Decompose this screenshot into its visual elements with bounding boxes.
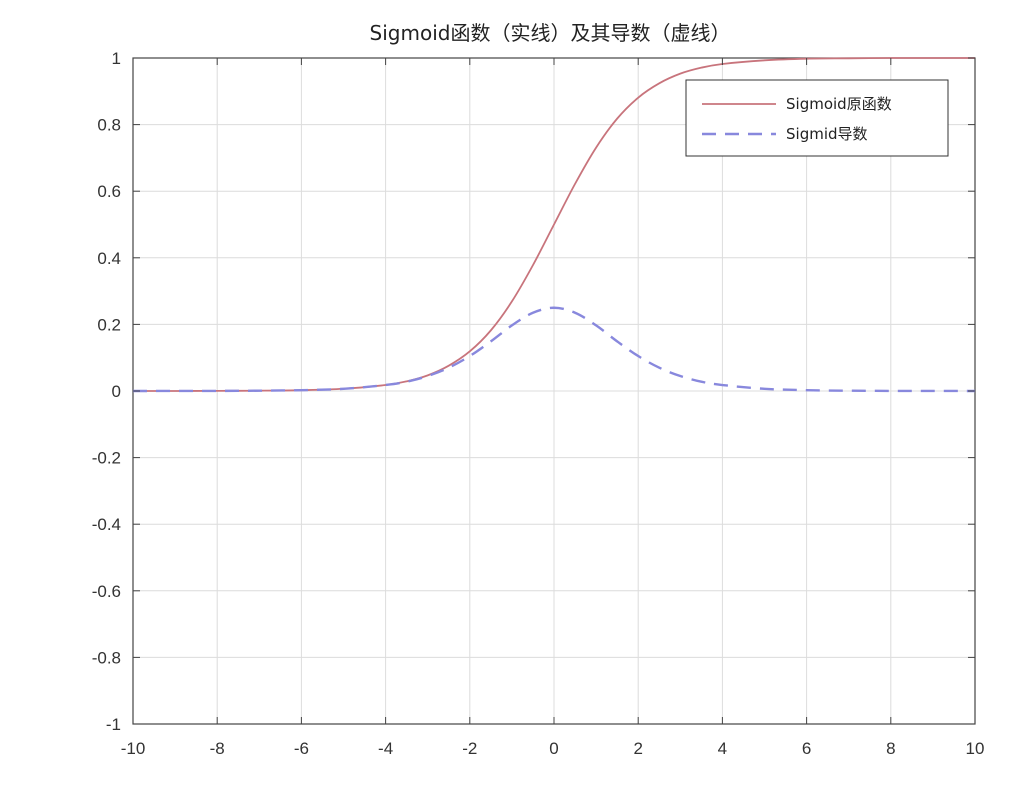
x-tick-label: -6 — [294, 739, 309, 758]
series-line-sigmoid — [132, 57, 975, 392]
legend: Sigmoid原函数 Sigmid导数 — [685, 79, 949, 157]
x-tick-label: -8 — [210, 739, 225, 758]
series-group — [132, 57, 976, 393]
x-tick-label: -10 — [121, 739, 146, 758]
tick-labels: -10 -8 -6 -4 -2 0 2 4 6 8 10 -1 -0.8 -0.6 -0.4 -0.2 0 0.2… — [92, 49, 985, 758]
x-tick-label: 2 — [633, 739, 642, 758]
y-tick-label: 0.4 — [97, 249, 121, 268]
series-line-derivative — [132, 306, 976, 393]
y-tick-label: 0.6 — [97, 182, 121, 201]
x-tick-label: -2 — [462, 739, 477, 758]
y-tick-label: -1 — [106, 715, 121, 734]
y-tick-label: -0.4 — [92, 515, 121, 534]
y-tick-label: 0 — [112, 382, 121, 401]
x-tick-label: 4 — [718, 739, 727, 758]
legend-label-derivative: Sigmid导数 — [786, 125, 868, 143]
x-tick-label: -4 — [378, 739, 393, 758]
chart-title: Sigmoid函数（实线）及其导数（虚线） — [370, 21, 731, 45]
y-tick-label: 0.2 — [97, 315, 121, 334]
x-tick-label: 0 — [549, 739, 558, 758]
y-tick-label: -0.8 — [92, 648, 121, 667]
y-tick-label: 0.8 — [97, 116, 121, 135]
y-tick-label: 1 — [112, 49, 121, 68]
legend-box — [685, 79, 949, 157]
y-tick-label: -0.6 — [92, 582, 121, 601]
x-tick-label: 8 — [886, 739, 895, 758]
x-tick-label: 6 — [802, 739, 811, 758]
x-tick-label: 10 — [966, 739, 985, 758]
legend-label-sigmoid: Sigmoid原函数 — [786, 95, 892, 113]
y-tick-label: -0.2 — [92, 449, 121, 468]
